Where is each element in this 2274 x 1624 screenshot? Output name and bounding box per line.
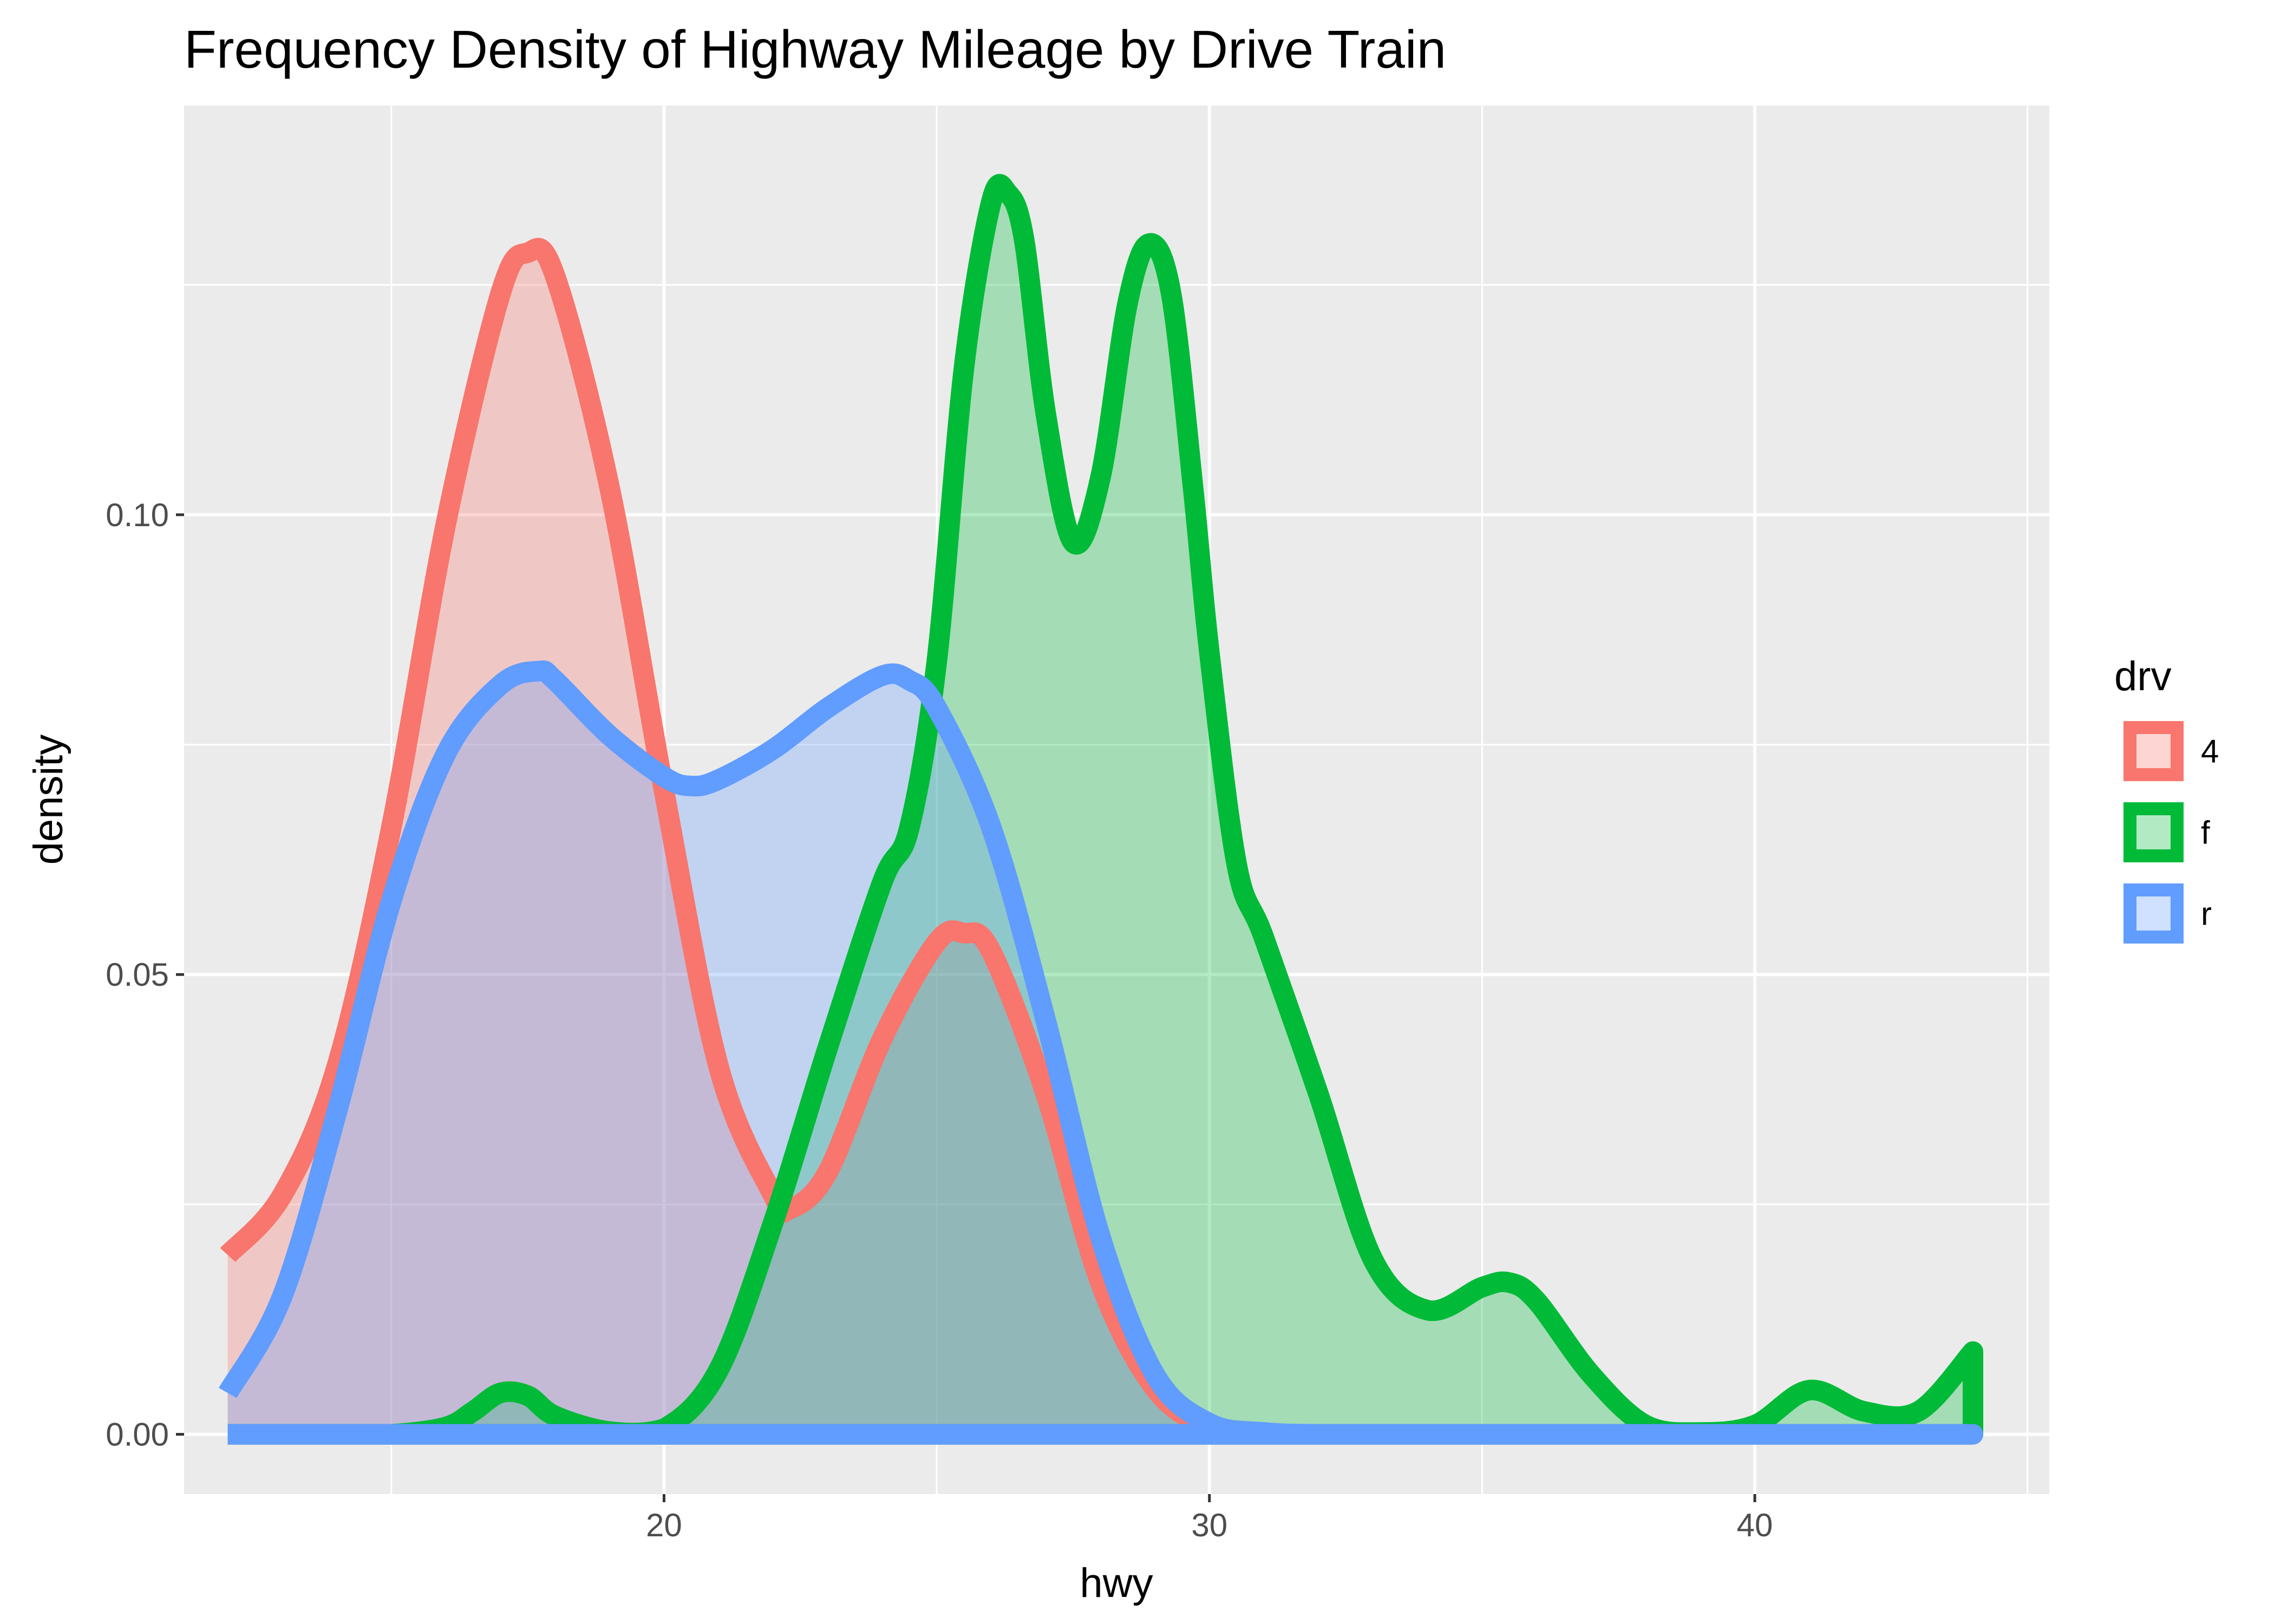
y-tick-label-2: 0.10 — [106, 497, 169, 533]
density-fills — [227, 184, 1973, 1435]
legend-title: drv — [2114, 653, 2172, 699]
y-tick-label-0: 0.00 — [106, 1417, 169, 1453]
chart-title: Frequency Density of Highway Mileage by … — [184, 19, 1446, 79]
grid-minor — [184, 106, 2049, 1494]
y-axis-title: density — [25, 735, 71, 865]
legend-key-f — [2123, 802, 2184, 862]
x-tick-label-1: 30 — [1191, 1507, 1227, 1543]
x-tick-label-0: 20 — [646, 1507, 682, 1543]
legend-label-4: 4 — [2201, 734, 2219, 770]
legend: drv 4 f r — [2114, 653, 2219, 945]
x-axis: 20 30 40 — [646, 1494, 1773, 1543]
y-axis: 0.00 0.05 0.10 — [106, 497, 184, 1453]
legend-items: 4 f r — [2122, 720, 2219, 945]
density-fill-4 — [227, 248, 1973, 1435]
x-tick-label-2: 40 — [1737, 1507, 1773, 1543]
density-fill-f — [227, 184, 1973, 1435]
legend-item-f: f — [2122, 801, 2210, 863]
x-axis-title: hwy — [1080, 1560, 1153, 1606]
legend-key-4 — [2123, 721, 2184, 781]
y-tick-label-1: 0.05 — [106, 957, 169, 993]
legend-item-4: 4 — [2122, 720, 2219, 782]
legend-item-r: r — [2122, 882, 2212, 945]
density-lines — [219, 174, 1983, 1445]
density-line-r — [219, 660, 1983, 1445]
density-fill-r — [227, 670, 1973, 1435]
legend-key-r — [2123, 883, 2184, 944]
legend-label-r: r — [2201, 896, 2212, 932]
legend-label-f: f — [2201, 815, 2210, 851]
